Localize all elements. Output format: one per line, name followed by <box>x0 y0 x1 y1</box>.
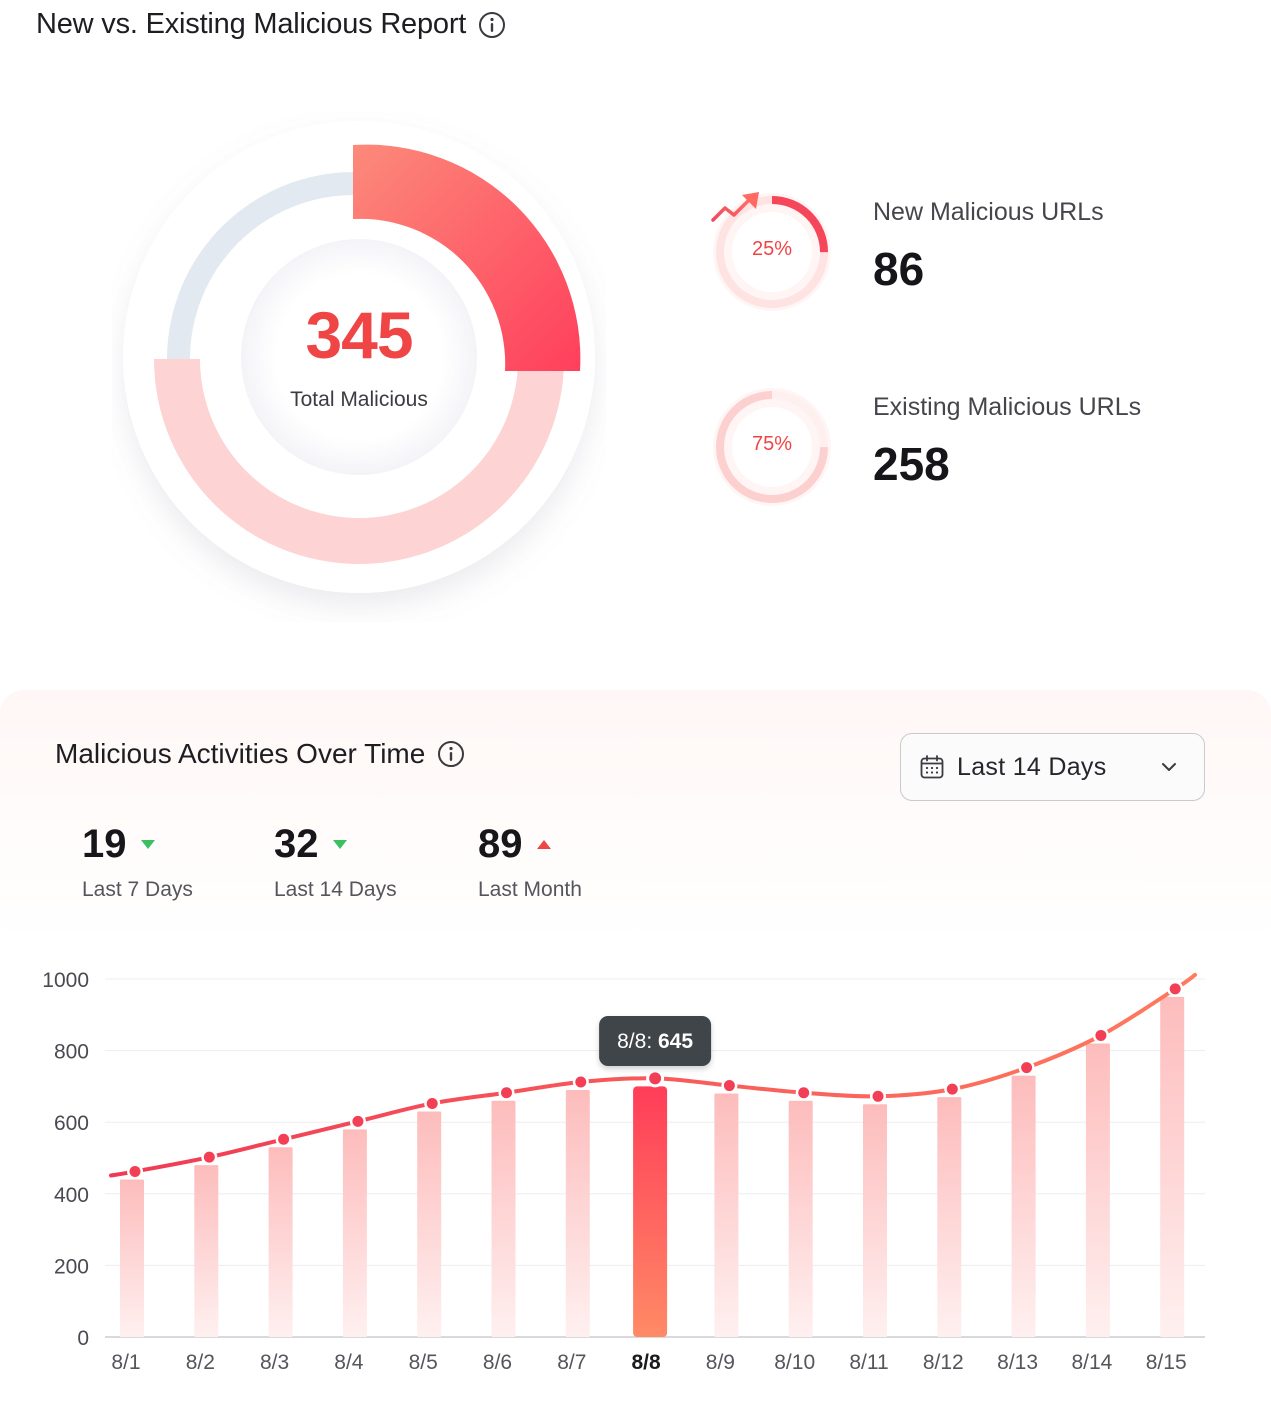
y-tick-label: 600 <box>54 1112 89 1135</box>
data-point[interactable] <box>129 1165 141 1177</box>
x-tick-label: 8/8 <box>631 1351 661 1374</box>
info-icon[interactable] <box>437 740 465 768</box>
total-malicious-label: Total Malicious <box>290 388 428 411</box>
x-tick-label: 8/10 <box>774 1351 815 1374</box>
total-malicious-value: 345 <box>305 298 413 372</box>
x-tick-label: 8/14 <box>1071 1351 1112 1374</box>
x-tick-label: 8/1 <box>111 1351 140 1374</box>
bar[interactable] <box>788 1100 813 1337</box>
stat-value: 19 <box>82 822 127 866</box>
stat-value: 32 <box>274 822 319 866</box>
trend-up-icon <box>536 839 551 849</box>
new-arc[interactable] <box>353 144 581 371</box>
calendar-icon <box>920 755 944 779</box>
stat-label: Last 7 Days <box>82 878 193 901</box>
x-tick-label: 8/15 <box>1146 1351 1187 1374</box>
new-malicious-percent: 25% <box>751 238 793 260</box>
new-malicious-summary[interactable]: 25% New Malicious URLs 86 <box>710 190 1210 320</box>
bar[interactable] <box>194 1165 219 1337</box>
data-point[interactable] <box>649 1072 662 1085</box>
data-point[interactable] <box>1021 1062 1033 1074</box>
chart-tooltip: 8/8: 645 <box>599 1016 712 1066</box>
x-tick-label: 8/4 <box>334 1351 364 1374</box>
x-tick-label: 8/5 <box>409 1351 438 1374</box>
report-title: New vs. Existing Malicious Report <box>36 8 467 40</box>
info-icon[interactable] <box>478 11 506 39</box>
bar[interactable] <box>491 1100 516 1337</box>
stat-last-7-days: 19 Last 7 Days <box>82 824 193 902</box>
report-header: New vs. Existing Malicious Report <box>36 8 506 41</box>
data-point[interactable] <box>1169 983 1181 995</box>
y-tick-label: 0 <box>77 1327 89 1350</box>
data-point[interactable] <box>723 1080 735 1092</box>
stat-last-14-days: 32 Last 14 Days <box>274 824 397 902</box>
trend-up-icon <box>711 192 759 222</box>
new-malicious-label: New Malicious URLs <box>873 198 1104 226</box>
data-point[interactable] <box>872 1090 884 1102</box>
existing-malicious-label: Existing Malicious URLs <box>873 393 1142 421</box>
bar[interactable] <box>863 1104 887 1337</box>
range-select-value: Last 14 Days <box>957 752 1107 781</box>
activity-card <box>0 690 1271 945</box>
data-point[interactable] <box>501 1087 512 1099</box>
svg-text:8/8: 645: 8/8: 645 <box>617 1030 693 1053</box>
donut-track <box>167 172 354 359</box>
bar[interactable] <box>1160 996 1185 1337</box>
activity-header: Malicious Activities Over Time <box>55 738 465 770</box>
stat-value: 89 <box>478 822 523 866</box>
stat-label: Last Month <box>478 878 582 901</box>
activity-title: Malicious Activities Over Time <box>55 738 426 769</box>
x-tick-label: 8/11 <box>849 1351 888 1374</box>
bar[interactable] <box>714 1093 739 1337</box>
y-tick-label: 200 <box>54 1255 89 1278</box>
bar[interactable] <box>565 1089 590 1337</box>
bar[interactable] <box>417 1111 442 1337</box>
bar[interactable] <box>633 1086 668 1337</box>
bar[interactable] <box>120 1179 144 1337</box>
bar[interactable] <box>268 1147 293 1337</box>
bar[interactable] <box>1011 1075 1036 1337</box>
x-tick-label: 8/3 <box>260 1351 289 1374</box>
existing-malicious-ring <box>713 388 831 506</box>
existing-malicious-summary[interactable]: 75% Existing Malicious URLs 258 <box>710 385 1210 515</box>
x-tick-label: 8/13 <box>997 1351 1038 1374</box>
bar[interactable] <box>937 1097 962 1337</box>
bar[interactable] <box>342 1129 367 1337</box>
data-point[interactable] <box>1095 1029 1107 1041</box>
chevron-down-icon <box>1162 763 1176 771</box>
x-tick-label: 8/9 <box>706 1351 735 1374</box>
data-point[interactable] <box>798 1087 810 1099</box>
x-tick-label: 8/2 <box>186 1351 215 1374</box>
y-tick-label: 400 <box>54 1184 89 1207</box>
new-malicious-value: 86 <box>873 243 925 295</box>
data-point[interactable] <box>426 1097 438 1109</box>
stat-label: Last 14 Days <box>274 878 397 901</box>
data-point[interactable] <box>575 1076 587 1088</box>
range-select[interactable]: Last 14 Days <box>900 733 1205 801</box>
x-tick-label: 8/6 <box>483 1351 512 1374</box>
existing-malicious-value: 258 <box>873 438 950 490</box>
total-donut-chart: 345 Total Malicious <box>112 112 606 622</box>
trend-down-icon <box>332 839 347 849</box>
x-tick-label: 8/7 <box>557 1351 586 1374</box>
activity-chart: 0 200 400 600 800 1000 8/1 8/2 8/3 8/4 8/5 8/6 8/7 8/… <box>0 950 1271 1390</box>
existing-malicious-percent: 75% <box>751 433 793 455</box>
stat-last-month: 89 Last Month <box>478 824 582 902</box>
trend-down-icon <box>140 839 155 849</box>
data-point[interactable] <box>946 1083 958 1095</box>
activity-chart-svg: 0 200 400 600 800 1000 8/1 8/2 8/3 8/4 8/5 8/6 8/7 8/… <box>42 969 1205 1374</box>
data-point[interactable] <box>203 1151 215 1163</box>
new-malicious-ring <box>713 193 831 311</box>
tooltip-category: 8/8: <box>617 1030 658 1053</box>
tooltip-value: 645 <box>658 1030 693 1053</box>
y-tick-label: 800 <box>54 1041 89 1064</box>
bar[interactable] <box>1085 1043 1110 1337</box>
data-point[interactable] <box>278 1133 290 1145</box>
x-tick-label: 8/12 <box>923 1351 964 1374</box>
data-point[interactable] <box>352 1115 364 1127</box>
y-tick-label: 1000 <box>42 969 89 992</box>
